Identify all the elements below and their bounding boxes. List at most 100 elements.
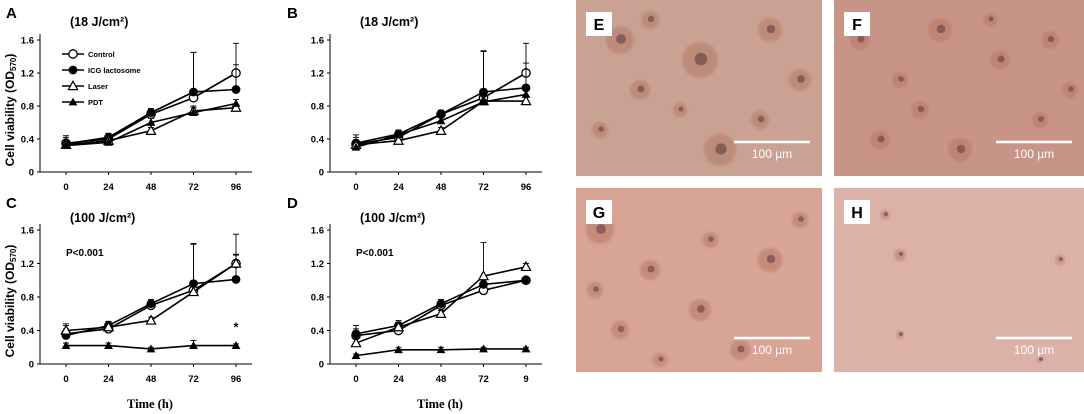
x-tick-label: 24 (393, 374, 404, 385)
series-laser (350, 242, 532, 348)
panel-letter: B (287, 5, 298, 22)
cell-nucleus (708, 236, 714, 242)
data-point (520, 95, 532, 106)
cell-nucleus (898, 76, 904, 82)
y-tick-label: 0.8 (21, 102, 34, 113)
series-laser (60, 254, 242, 335)
micrographs-layer: E 100 µm F 100 µm G 100 µm H 100 µm (576, 0, 1084, 372)
data-point (479, 87, 488, 97)
micrograph-background (834, 188, 1084, 372)
y-tick-label: 0 (29, 360, 34, 371)
cell-nucleus (617, 325, 625, 333)
cell-nucleus (1059, 257, 1063, 261)
data-point (394, 130, 403, 139)
x-tick-label: 0 (63, 374, 68, 385)
chart-title: (100 J/cm²) (70, 211, 135, 225)
series-pdt (351, 89, 531, 151)
series-pdt (351, 344, 531, 360)
micrograph-label-box (844, 12, 870, 36)
data-point (104, 341, 113, 349)
x-tick-label: 24 (393, 182, 404, 193)
scale-bar-label: 100 µm (1014, 343, 1054, 357)
micrograph-background (576, 188, 822, 372)
chart-panel-B: B (18 J/cm²) 0 0.4 0.8 1.2 1.6 0 24 48 72 96 (287, 5, 542, 193)
y-tick-label: 1.2 (21, 259, 34, 270)
cell-nucleus (936, 24, 946, 34)
cell-nucleus (798, 216, 804, 222)
x-tick-label: 72 (478, 182, 489, 193)
y-tick-label: 1.2 (311, 69, 324, 80)
x-tick-label: 24 (103, 182, 114, 193)
cell-nucleus (637, 85, 645, 93)
cell-nucleus (899, 332, 903, 336)
micrograph-label: F (852, 17, 862, 34)
cell-nucleus (988, 16, 994, 22)
scale-bar-label: 100 µm (752, 147, 792, 161)
p-value-annotation: P<0.001 (356, 248, 394, 259)
data-point (189, 341, 198, 349)
x-tick-label: 9 (523, 374, 528, 385)
micrograph-label-box (586, 12, 612, 36)
chart-title: (100 J/cm²) (360, 211, 425, 225)
cell-nucleus (694, 52, 708, 66)
data-point (479, 280, 488, 289)
data-point (479, 97, 488, 106)
cell-nucleus (997, 55, 1005, 63)
y-tick-label: 1.6 (21, 36, 34, 47)
cell-nucleus (697, 305, 705, 313)
chart-panel-C: C (100 J/cm²) 0 0.4 0.8 1.2 1.6 0 24 48 72 96 Cell v… (3, 195, 252, 411)
data-point (189, 87, 198, 97)
y-tick-label: 0 (319, 168, 324, 179)
x-tick-label: 0 (353, 374, 358, 385)
y-tick-label: 0 (29, 168, 34, 179)
data-point (436, 299, 446, 309)
legend-label: ICG lactosome (88, 66, 141, 75)
data-point (61, 141, 71, 149)
y-tick-label: 0.8 (311, 102, 324, 113)
x-tick-label: 96 (521, 182, 532, 193)
y-tick-label: 0.4 (21, 326, 35, 337)
micrograph-F: F 100 µm (834, 0, 1084, 176)
data-point (146, 344, 156, 353)
data-point (436, 345, 446, 354)
data-point (187, 285, 200, 297)
data-point (102, 321, 115, 332)
x-tick-label: 96 (231, 374, 242, 385)
micrograph-G: G 100 µm (576, 188, 822, 372)
y-axis-label: Cell viability (OD570) (3, 54, 18, 167)
data-point (230, 101, 242, 112)
chart-title: (18 J/cm²) (360, 15, 418, 29)
data-point (350, 337, 362, 348)
y-tick-label: 1.6 (21, 226, 34, 237)
cell-nucleus (884, 212, 888, 216)
y-axis-label-text: Cell viability (OD (3, 71, 17, 167)
data-point (231, 99, 241, 107)
data-point (60, 324, 72, 335)
legend-marker (67, 79, 79, 91)
p-value-annotation: P<0.001 (66, 248, 104, 259)
data-point (230, 257, 242, 268)
x-tick-label: 0 (63, 182, 68, 193)
panel-letter: D (287, 195, 298, 212)
x-axis-label: Time (h) (417, 397, 463, 411)
data-point (146, 108, 156, 117)
significance-star: * (233, 320, 239, 335)
data-point (146, 299, 156, 309)
x-tick-label: 48 (436, 182, 447, 193)
cell-nucleus (1038, 116, 1044, 122)
data-point (145, 314, 157, 325)
y-axis-label: Cell viability (OD570) (3, 245, 18, 358)
x-tick-label: 0 (353, 182, 358, 193)
legend-marker (68, 97, 78, 106)
y-axis-label-sub: 570 (9, 248, 18, 262)
cell-nucleus (593, 286, 599, 292)
data-point (351, 351, 361, 360)
chart-panel-A: A (18 J/cm²) 0 0.4 0.8 1.2 1.6 0 24 48 72 96 Cell vi… (3, 5, 252, 193)
cell-nucleus (877, 135, 885, 143)
y-tick-label: 0.4 (311, 135, 325, 146)
micrograph-image (834, 188, 1084, 372)
micrograph-label: G (593, 205, 605, 222)
y-tick-label: 0.4 (21, 135, 35, 146)
y-tick-label: 0 (319, 360, 324, 371)
y-tick-label: 0.8 (311, 293, 324, 304)
